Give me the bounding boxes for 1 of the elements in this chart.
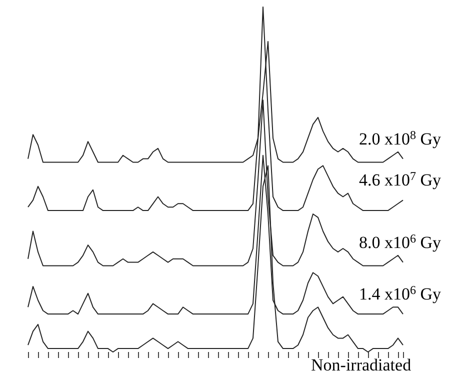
series-label: Non-irradiated — [311, 356, 412, 375]
